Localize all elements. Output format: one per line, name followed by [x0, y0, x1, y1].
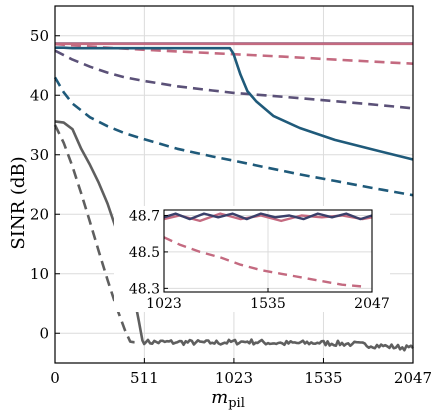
series-line-blue-solid	[55, 46, 414, 161]
x-axis-label-subscript: pil	[228, 396, 245, 411]
inset-plot: 1023 1535 2047 48.3 48.5 48.7	[114, 206, 390, 312]
series-line-purple-dashed	[54, 49, 414, 110]
y-axis-ticks: 0 10 20 30 40 50	[30, 27, 60, 342]
x-tick-label: 1535	[304, 369, 342, 387]
x-axis-ticks: 0 511 1023 1535 2047	[50, 358, 432, 387]
series-line-gray-solid	[54, 120, 414, 352]
y-tick-label: 20	[30, 205, 49, 223]
inset-y-ticks: 48.3 48.5 48.7	[129, 208, 168, 297]
series-line-pink-dashed	[54, 42, 414, 65]
inset-x-ticks: 1023 1535 2047	[146, 288, 390, 312]
inset-y-tick-label: 48.3	[129, 281, 160, 297]
inset-background	[114, 206, 390, 312]
x-axis-label: mpil	[211, 387, 245, 411]
y-tick-label: 30	[30, 146, 49, 164]
inset-x-tick-label: 1535	[250, 296, 286, 312]
x-tick-label: 1023	[215, 369, 253, 387]
series-line-gray-dashed	[53, 124, 138, 344]
inset-series-line-navy-solid	[163, 212, 373, 221]
inset-x-tick-label: 1023	[146, 296, 182, 312]
x-tick-label: 0	[50, 369, 60, 387]
inset-y-tick-label: 48.7	[129, 208, 160, 224]
inset-series-line-pink-solid	[163, 212, 373, 223]
y-tick-label: 0	[39, 324, 49, 342]
y-tick-label: 40	[30, 86, 49, 104]
inset-series-layer	[163, 212, 373, 288]
x-tick-label: 2047	[394, 369, 432, 387]
x-axis-label-main: m	[211, 387, 228, 408]
series-line-blue-dashed	[53, 76, 414, 197]
inset-series-line-pink-dashed	[163, 236, 363, 288]
inset-y-tick-label: 48.5	[129, 245, 160, 261]
x-tick-label: 511	[130, 369, 159, 387]
y-tick-label: 50	[30, 27, 49, 45]
series-layer	[53, 42, 414, 352]
y-tick-label: 10	[30, 265, 49, 283]
inset-x-tick-label: 2047	[354, 296, 390, 312]
y-axis-label: SINR (dB)	[8, 156, 29, 249]
